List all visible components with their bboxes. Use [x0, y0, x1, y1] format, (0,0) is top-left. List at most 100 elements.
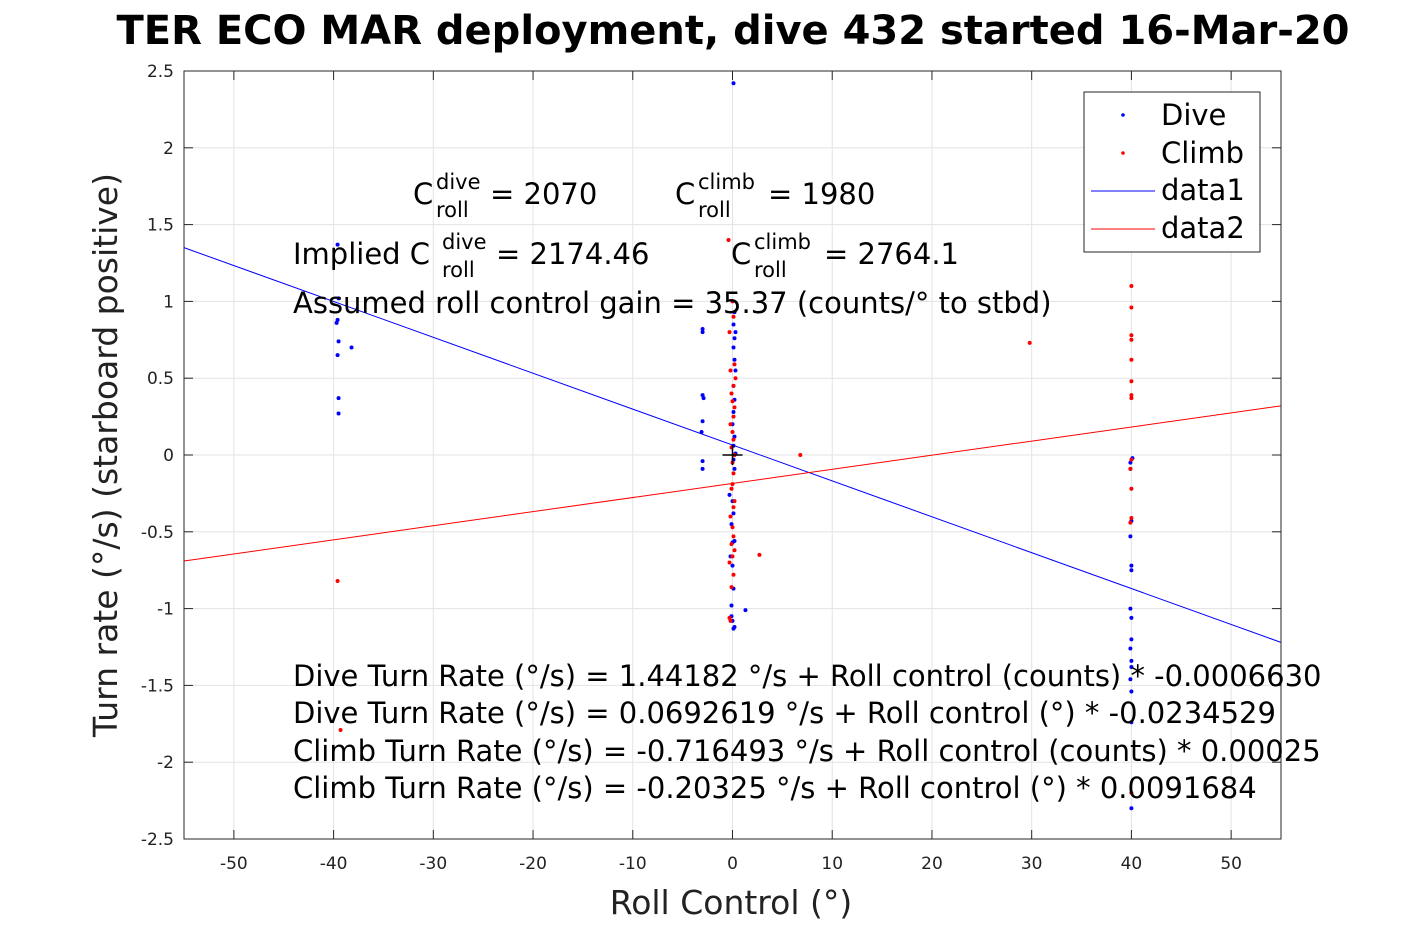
dive-point	[732, 434, 737, 439]
climb-point	[731, 314, 736, 319]
y-tick-label: 0.5	[147, 369, 174, 389]
x-tick-label: -40	[320, 854, 348, 874]
implied-prefix: Implied C	[293, 237, 430, 271]
climb-point	[1129, 284, 1134, 289]
dive-point	[335, 353, 340, 358]
c-dive-sub: roll	[436, 198, 469, 222]
dive-point	[700, 327, 705, 332]
dive-point	[335, 242, 340, 247]
climb-point	[730, 399, 735, 404]
climb-point	[726, 237, 731, 242]
y-tick-label: -1	[157, 600, 174, 620]
dive-equation-degrees: Dive Turn Rate (°/s) = 0.0692619 °/s + R…	[293, 696, 1276, 730]
y-tick-label: 1	[163, 292, 174, 312]
x-tick-label: -30	[419, 854, 447, 874]
dive-point	[1129, 615, 1134, 620]
climb-point	[1129, 337, 1134, 342]
dive-point	[732, 357, 737, 362]
climb-point	[731, 414, 736, 419]
climb-point	[731, 437, 736, 442]
implied-dive-sub: roll	[442, 258, 475, 282]
legend-climb-label: Climb	[1161, 136, 1244, 170]
dive-point	[730, 563, 735, 568]
dive-point	[699, 429, 704, 434]
climb-point	[731, 534, 736, 539]
climb-point	[731, 572, 736, 577]
dive-point	[700, 466, 705, 471]
dive-point	[700, 393, 705, 398]
climb-point	[1129, 305, 1134, 310]
y-tick-label: -0.5	[141, 523, 174, 543]
climb-point	[731, 471, 736, 476]
climb-point	[733, 376, 738, 381]
gain-annotation: Assumed roll control gain = 35.37 (count…	[293, 286, 1052, 320]
c-climb-sup: climb	[698, 170, 755, 194]
dive-point	[1129, 806, 1134, 811]
c-dive-base: C	[413, 177, 433, 211]
dive-point	[731, 81, 736, 86]
dive-point	[1129, 689, 1134, 694]
dive-equation-counts: Dive Turn Rate (°/s) = 1.44182 °/s + Rol…	[293, 659, 1321, 693]
dive-point	[729, 522, 734, 527]
dive-point	[336, 396, 341, 401]
x-tick-label: -50	[220, 854, 248, 874]
dive-point	[335, 317, 340, 322]
climb-equation-degrees: Climb Turn Rate (°/s) = -0.20325 °/s + R…	[293, 771, 1257, 805]
climb-point	[1129, 396, 1134, 401]
x-tick-label: 10	[821, 854, 843, 874]
dive-point	[701, 396, 706, 401]
y-tick-label: 2	[163, 139, 174, 159]
implied-climb-base: C	[731, 237, 751, 271]
implied-climb-sub: roll	[754, 258, 787, 282]
dive-point	[743, 608, 748, 613]
dive-point	[334, 320, 339, 325]
dive-point	[732, 336, 737, 341]
climb-point	[728, 422, 733, 427]
implied-dive-sup: dive	[442, 230, 487, 254]
dive-point	[1128, 646, 1133, 651]
dive-point	[700, 419, 705, 424]
climb-point	[730, 429, 735, 434]
implied-climb-sup: climb	[754, 230, 811, 254]
climb-point	[338, 727, 343, 732]
legend-dive-marker	[1121, 113, 1125, 117]
climb-point	[1128, 520, 1133, 525]
chart-title: TER ECO MAR deployment, dive 432 started…	[116, 8, 1349, 54]
y-tick-label: 0	[163, 446, 174, 466]
climb-point	[727, 560, 732, 565]
climb-point	[730, 482, 735, 487]
scatter-points	[334, 81, 1135, 811]
climb-point	[728, 618, 733, 623]
c-climb-value: = 1980	[768, 177, 875, 211]
dive-point	[336, 411, 341, 416]
climb-point	[732, 499, 737, 504]
climb-point	[1129, 515, 1134, 520]
climb-point	[728, 368, 733, 373]
climb-point	[798, 453, 803, 457]
dive-point	[1129, 664, 1134, 669]
dive-point	[1128, 606, 1133, 611]
y-tick-label: 2.5	[147, 62, 174, 82]
dive-point	[1128, 677, 1133, 682]
climb-point	[729, 585, 734, 590]
climb-point	[1129, 333, 1134, 338]
climb-point	[731, 383, 736, 388]
dive-point	[733, 368, 738, 373]
implied-climb-value: = 2764.1	[824, 237, 959, 271]
dive-point	[336, 339, 341, 344]
dive-point	[733, 330, 738, 335]
y-tick-label: -2	[157, 753, 174, 773]
dive-point	[349, 345, 354, 350]
dive-point	[1129, 637, 1134, 642]
climb-point	[730, 525, 735, 530]
y-tick-label: 1.5	[147, 216, 174, 236]
dive-point	[1129, 568, 1134, 573]
y-axis-ticks: 2.5 2 1.5 1 0.5 0 -0.5 -1 -1.5 -2 -2.5	[141, 62, 1281, 850]
climb-point	[1027, 340, 1032, 345]
climb-point	[335, 578, 340, 583]
dive-point	[731, 626, 736, 631]
dive-point	[700, 330, 705, 335]
climb-point	[730, 554, 735, 559]
climb-point	[731, 505, 736, 510]
